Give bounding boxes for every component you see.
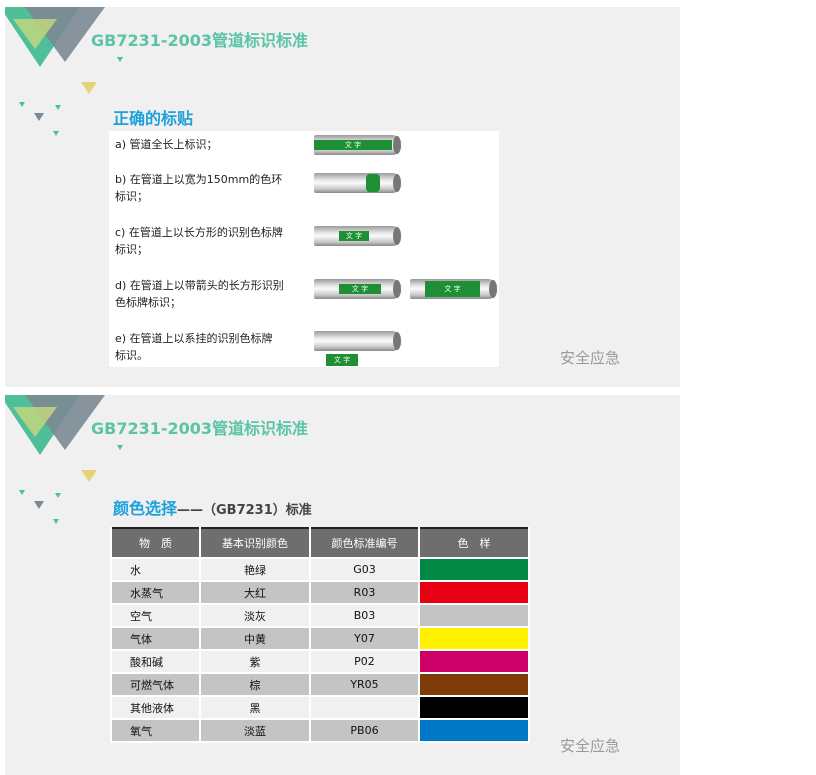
pipe-hanging-label [314, 331, 402, 351]
table-row: 空气 淡灰 B03 [110, 603, 530, 628]
color-swatch [418, 672, 530, 697]
color-swatch [418, 626, 530, 651]
pipe-arrow-label: 文 字 [314, 279, 402, 299]
cell-code: B03 [309, 603, 420, 628]
cell-color-name: 黑 [199, 695, 311, 720]
cell-color-name: 大红 [199, 580, 311, 605]
watermark: 安全应急 [560, 737, 621, 755]
heading-rest: ——（GB7231）标准 [177, 503, 312, 518]
table-row: 可燃气体棕 YR05 [110, 672, 530, 697]
col-header: 颜色标准编号 [309, 528, 420, 559]
table-row: 水艳绿 G03 [110, 557, 530, 582]
cell-code: Y07 [309, 626, 420, 651]
cell-code: YR05 [309, 672, 420, 697]
method-b: b) 在管道上以宽为150mm的色环标识； [115, 173, 283, 203]
color-swatch [418, 649, 530, 674]
col-header: 物 质 [110, 528, 201, 559]
cell-color-name: 艳绿 [199, 557, 311, 582]
cell-code: PB06 [309, 718, 420, 743]
method-e: e) 在管道上以系挂的识别色标牌标识。 [115, 332, 273, 362]
slide-color-selection: GB7231-2003管道标识标准 颜色选择——（GB7231）标准 物 质 基… [5, 395, 680, 775]
color-swatch [418, 557, 530, 582]
method-d: d) 在管道上以带箭头的长方形识别色标牌标识； [115, 279, 284, 309]
cell-substance: 空气 [110, 603, 201, 628]
color-ring [366, 174, 380, 192]
pipe-color-ring [314, 173, 402, 193]
pipe-label: 文 字 [339, 231, 369, 241]
pipe-label: 文 字 [425, 281, 480, 297]
section-heading: 颜色选择——（GB7231）标准 [113, 495, 312, 519]
col-header: 基本识别颜色 [199, 528, 311, 559]
cell-color-name: 中黄 [199, 626, 311, 651]
watermark: 安全应急 [560, 349, 621, 367]
slide-title: GB7231-2003管道标识标准 [91, 419, 309, 438]
cell-color-name: 紫 [199, 649, 311, 674]
cell-substance: 酸和碱 [110, 649, 201, 674]
cell-substance: 水蒸气 [110, 580, 201, 605]
cell-color-name: 淡蓝 [199, 718, 311, 743]
slide-title: GB7231-2003管道标识标准 [91, 31, 309, 50]
table-row: 氧气 淡蓝 PB06 [110, 718, 530, 743]
cell-code [309, 695, 420, 720]
pipe-rect-label: 文 字 [314, 226, 402, 246]
label-methods-panel: a) 管道全长上标识； b) 在管道上以宽为150mm的色环标识； c) 在管道… [109, 131, 499, 367]
table-row: 气体 中黄 Y07 [110, 626, 530, 651]
color-swatch [418, 603, 530, 628]
method-c: c) 在管道上以长方形的识别色标牌标识； [115, 226, 283, 256]
cell-color-name: 淡灰 [199, 603, 311, 628]
cell-code: G03 [309, 557, 420, 582]
cell-code: R03 [309, 580, 420, 605]
cell-substance: 气体 [110, 626, 201, 651]
col-header: 色 样 [418, 528, 530, 559]
slide-correct-labels: GB7231-2003管道标识标准 正确的标贴 a) 管道全长上标识； b) 在… [5, 7, 680, 387]
pipe-arrow-rings: 文 字 [410, 279, 498, 299]
pipe-full-length: 文 字 [314, 135, 402, 155]
cell-substance: 水 [110, 557, 201, 582]
cell-code: P02 [309, 649, 420, 674]
color-swatch [418, 580, 530, 605]
color-table: 物 质 基本识别颜色 颜色标准编号 色 样 水艳绿 G03 水蒸气 大红 R03 空气 淡灰… [110, 527, 530, 743]
pipe-label: 文 字 [339, 284, 381, 294]
color-swatch [418, 718, 530, 743]
table-row: 水蒸气 大红 R03 [110, 580, 530, 605]
cell-color-name: 棕 [199, 672, 311, 697]
cell-substance: 其他液体 [110, 695, 201, 720]
cell-substance: 氧气 [110, 718, 201, 743]
pipe-label: 文 字 [314, 140, 392, 150]
color-swatch [418, 695, 530, 720]
table-row: 酸和碱紫 P02 [110, 649, 530, 674]
heading-main: 颜色选择 [113, 499, 178, 518]
table-row: 其他液体黑 [110, 695, 530, 720]
cell-substance: 可燃气体 [110, 672, 201, 697]
method-a: a) 管道全长上标识； [115, 138, 218, 151]
hanging-label: 文 字 [326, 354, 358, 366]
section-heading: 正确的标贴 [113, 109, 194, 128]
